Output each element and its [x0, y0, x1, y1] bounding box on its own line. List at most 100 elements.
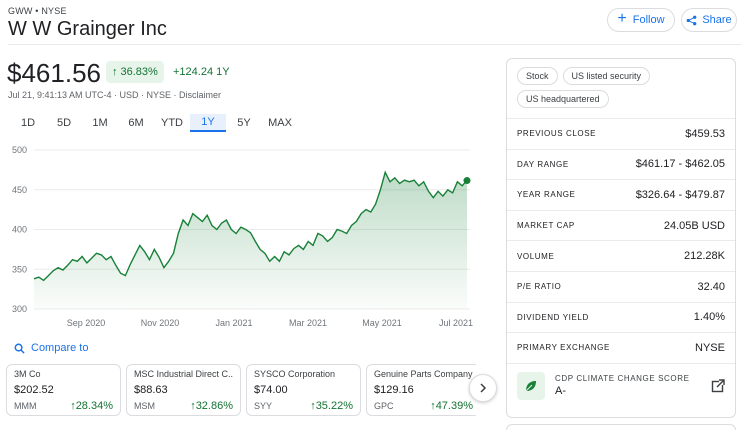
share-button[interactable]: Share: [681, 8, 737, 32]
stat-value: 212.28K: [684, 250, 725, 263]
follow-label: Follow: [632, 14, 665, 26]
company-name: W W Grainger Inc: [8, 18, 167, 40]
stat-label: VOLUME: [517, 251, 555, 261]
compare-label: Compare to: [31, 342, 89, 354]
compare-cards: 3M Co $202.52 MMM ↑28.34% MSC Industrial Dir…: [6, 364, 476, 416]
secondary-panel: [506, 424, 736, 430]
card-symbol: GPC: [374, 401, 394, 411]
x-tick-label: Nov 2020: [141, 318, 180, 328]
climate-score-label: CDP CLIMATE CHANGE SCORE: [555, 374, 690, 384]
chip-us-headquartered[interactable]: US headquartered: [517, 90, 609, 108]
last-price-point: [463, 177, 471, 185]
climate-score-value: A-: [555, 385, 566, 398]
card-symbol: MMM: [14, 401, 37, 411]
x-tick-label: Jul 2021: [439, 318, 473, 328]
stats-list: PREVIOUS CLOSE $459.53 DAY RANGE $461.17 - …: [507, 119, 735, 364]
stat-value: $326.64 - $479.87: [635, 188, 725, 201]
card-company-name: MSC Industrial Direct C...: [134, 369, 233, 379]
current-price: $461.56: [7, 58, 101, 88]
range-tab-ytd[interactable]: YTD: [161, 117, 183, 129]
card-change: ↑47.39%: [430, 400, 473, 412]
card-change: ↑32.86%: [190, 400, 233, 412]
stat-label: P/E RATIO: [517, 282, 562, 292]
y-tick-label: 500: [12, 145, 27, 155]
arrow-up-icon: ↑: [190, 400, 196, 412]
chip-list: Stock US listed security US headquartered: [507, 59, 735, 108]
compare-card[interactable]: 3M Co $202.52 MMM ↑28.34%: [6, 364, 121, 416]
x-tick-label: Jan 2021: [215, 318, 252, 328]
stat-label: PREVIOUS CLOSE: [517, 129, 597, 139]
card-price: $88.63: [134, 384, 168, 396]
price-line: [33, 170, 468, 282]
range-tab-6m[interactable]: 6M: [128, 117, 144, 129]
search-icon: [14, 343, 25, 354]
stat-row-day-range: DAY RANGE $461.17 - $462.05: [507, 150, 735, 181]
chip-us-listed-security[interactable]: US listed security: [562, 67, 651, 85]
change-absolute: +124.24 1Y: [173, 66, 230, 78]
range-tab-1y[interactable]: 1Y: [190, 114, 226, 132]
card-company-name: SYSCO Corporation: [254, 369, 336, 379]
card-symbol: SYY: [254, 401, 273, 411]
open-in-new-button[interactable]: [711, 378, 725, 393]
arrow-up-icon: ↑: [310, 400, 316, 412]
share-label: Share: [702, 14, 732, 26]
quote-meta: Jul 21, 9:41:13 AM UTC-4 · USD · NYSE · …: [8, 90, 222, 100]
ticker-label: GWW • NYSE: [8, 6, 67, 16]
range-tabs: 1D 5D 1M 6M YTD 1Y 5Y MAX: [10, 114, 298, 132]
y-tick-label: 350: [12, 264, 27, 274]
stat-value: NYSE: [695, 341, 725, 354]
chevron-right-icon: [480, 383, 487, 393]
range-tab-5d[interactable]: 5D: [56, 117, 72, 129]
arrow-up-icon: ↑: [112, 66, 118, 78]
card-company-name: 3M Co: [14, 369, 41, 379]
compare-card[interactable]: SYSCO Corporation $74.00 SYY ↑35.22%: [246, 364, 361, 416]
price-chart[interactable]: 500 450 400 350 300 Sep 2020 Nov 2020 Jan 2021 M…: [0, 138, 480, 338]
x-tick-label: Sep 2020: [67, 318, 106, 328]
range-tab-1d[interactable]: 1D: [20, 117, 36, 129]
plus-icon: +: [617, 10, 627, 27]
y-tick-label: 450: [12, 185, 27, 195]
change-percent-badge: ↑ 36.83%: [106, 61, 164, 83]
compare-card[interactable]: MSC Industrial Direct C... $88.63 MSM ↑32.8…: [126, 364, 241, 416]
next-cards-button[interactable]: [469, 374, 497, 402]
range-tab-1m[interactable]: 1M: [92, 117, 108, 129]
stat-row-market-cap: MARKET CAP 24.05B USD: [507, 211, 735, 242]
compare-to-link[interactable]: Compare to: [14, 342, 88, 354]
change-percent: 36.83%: [120, 66, 158, 78]
card-company-name: Genuine Parts Company: [374, 369, 473, 379]
key-stats-panel: Stock US listed security US headquartered …: [506, 58, 736, 418]
x-tick-label: Mar 2021: [289, 318, 327, 328]
stat-value: 32.40: [697, 280, 725, 293]
stat-row-dividend-yield: DIVIDEND YIELD 1.40%: [507, 303, 735, 334]
range-tab-5y[interactable]: 5Y: [237, 117, 251, 129]
climate-score-row: CDP CLIMATE CHANGE SCORE A-: [507, 364, 735, 408]
compare-card[interactable]: Genuine Parts Company $129.16 GPC ↑47.39%: [366, 364, 476, 416]
stat-row-volume: VOLUME 212.28K: [507, 241, 735, 272]
range-tab-max[interactable]: MAX: [268, 117, 292, 129]
chip-stock[interactable]: Stock: [517, 67, 558, 85]
follow-button[interactable]: + Follow: [607, 8, 675, 32]
stat-label: DAY RANGE: [517, 159, 569, 169]
card-price: $74.00: [254, 384, 288, 396]
stat-label: DIVIDEND YIELD: [517, 312, 589, 322]
x-tick-label: May 2021: [362, 318, 402, 328]
leaf-icon: [517, 371, 545, 400]
stat-value: 24.05B USD: [663, 219, 725, 232]
arrow-up-icon: ↑: [430, 400, 436, 412]
card-change: ↑35.22%: [310, 400, 353, 412]
card-symbol: MSM: [134, 401, 155, 411]
card-price: $129.16: [374, 384, 414, 396]
stat-row-previous-close: PREVIOUS CLOSE $459.53: [507, 119, 735, 150]
arrow-up-icon: ↑: [70, 400, 76, 412]
stat-value: $459.53: [685, 127, 725, 140]
header-divider: [8, 44, 742, 45]
stat-value: $461.17 - $462.05: [635, 158, 725, 171]
card-price: $202.52: [14, 384, 54, 396]
stat-label: YEAR RANGE: [517, 190, 576, 200]
y-tick-label: 300: [12, 304, 27, 314]
stat-label: MARKET CAP: [517, 221, 575, 231]
stat-label: PRIMARY EXCHANGE: [517, 343, 610, 353]
price-area: [34, 172, 467, 309]
stat-row-year-range: YEAR RANGE $326.64 - $479.87: [507, 180, 735, 211]
stat-value: 1.40%: [693, 311, 725, 324]
